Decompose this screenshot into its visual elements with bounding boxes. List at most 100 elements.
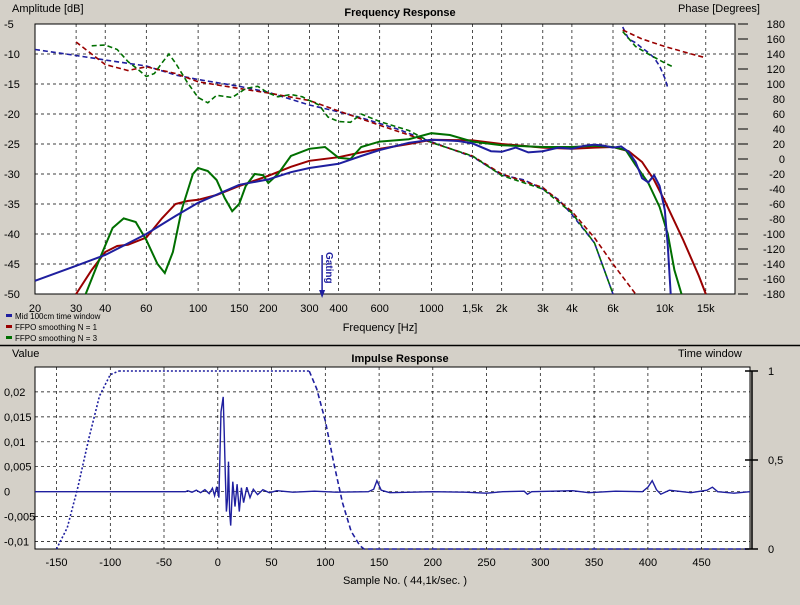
frequency-chart-title: Frequency Response (344, 7, 455, 19)
amplitude-tick-label: -45 (4, 259, 20, 271)
legend-swatch-blue (6, 314, 12, 317)
amplitude-tick-label: -50 (4, 289, 20, 301)
frequency-tick-label: 200 (259, 303, 277, 315)
impulse-series (35, 370, 751, 550)
phase-tick-label: 60 (773, 109, 785, 121)
phase-tick-label: 160 (767, 34, 785, 46)
sample-tick-label: 0 (215, 557, 221, 569)
frequency-tick-label: 30 (70, 303, 82, 315)
amplitude-tick-label: -10 (4, 49, 20, 61)
phase-tick-label: 40 (773, 124, 785, 136)
frequency-tick-label: 1,5k (462, 303, 483, 315)
gating-label: Gating (323, 252, 334, 284)
phase-line-2 (75, 41, 637, 295)
value-tick-label: 0,01 (4, 437, 25, 449)
frequency-series (34, 26, 707, 295)
time-window-axis-label: Time window (678, 348, 742, 360)
frequency-tick-label: 1000 (419, 303, 443, 315)
frequency-axis-label: Frequency [Hz] (343, 322, 418, 334)
impulse-grid (35, 367, 750, 549)
window-tick-label: 1 (768, 366, 774, 378)
frequency-tick-label: 2k (496, 303, 508, 315)
phase-tick-label: 20 (773, 139, 785, 151)
sample-tick-label: 300 (531, 557, 549, 569)
phase-tick-labels: 180 160 140 120 100 80 60 40 20 0 -20 -40 -60 -80 -100… (738, 19, 785, 301)
frequency-tick-label: 300 (300, 303, 318, 315)
gating-marker[interactable]: Gating (319, 252, 334, 298)
amplitude-tick-label: -5 (4, 19, 14, 31)
amplitude-line-1 (34, 138, 672, 295)
sample-tick-label: -50 (156, 557, 172, 569)
phase-tick-label: 140 (767, 49, 785, 61)
window-tick-labels: 10,50 (745, 366, 783, 556)
amplitude-tick-label: -35 (4, 199, 20, 211)
sample-tick-label: 250 (477, 557, 495, 569)
window-tick-label: 0 (768, 544, 774, 556)
value-tick-labels: 0,02 0,015 0,01 0,005 0 -0,005 -0,01 (4, 387, 35, 549)
sample-tick-label: 200 (424, 557, 442, 569)
phase-tick-label: 180 (767, 19, 785, 31)
phase-wrap-line-3 (622, 30, 675, 69)
frequency-tick-label: 10k (656, 303, 674, 315)
frequency-tick-label: 150 (230, 303, 248, 315)
legend-label-red: FFPO smoothing N = 1 (15, 323, 98, 332)
amplitude-axis-label: Amplitude [dB] (12, 3, 84, 15)
value-axis-label: Value (12, 348, 39, 360)
frequency-plot-area[interactable] (34, 23, 736, 295)
amplitude-tick-labels: -5 -10 -15 -20 -25 -30 -35 -40 -45 -50 (4, 19, 20, 301)
frequency-grid (34, 23, 735, 295)
frequency-tick-label: 400 (329, 303, 347, 315)
sample-tick-labels: -150 -100 -50 0 50 100 150 200 250 300 350 400 450 (45, 557, 710, 569)
frequency-tick-label: 600 (371, 303, 389, 315)
sample-tick-label: 450 (692, 557, 710, 569)
phase-tick-label: -20 (769, 169, 785, 181)
phase-axis-label: Phase [Degrees] (678, 3, 760, 15)
legend-swatch-green (6, 336, 12, 339)
time-window-fall (308, 370, 750, 550)
sample-tick-label: 350 (585, 557, 603, 569)
sample-tick-label: 400 (639, 557, 657, 569)
frequency-tick-labels: 20 30 40 60 100 150 200 300 400 600 1000 1,5k 2k 3k 4k… (29, 303, 715, 315)
phase-tick-label: -180 (763, 289, 785, 301)
sample-tick-label: -100 (99, 557, 121, 569)
impulse-plot-area[interactable] (34, 366, 751, 550)
sample-tick-label: 150 (370, 557, 388, 569)
phase-tick-label: -80 (769, 214, 785, 226)
value-tick-label: 0,015 (4, 412, 32, 424)
value-tick-label: 0,02 (4, 387, 25, 399)
frequency-tick-label: 40 (99, 303, 111, 315)
amplitude-tick-label: -40 (4, 229, 20, 241)
frequency-tick-label: 100 (189, 303, 207, 315)
sample-tick-label: 50 (265, 557, 277, 569)
sample-tick-label: -150 (45, 557, 67, 569)
phase-tick-label: 120 (767, 64, 785, 76)
frequency-tick-label: 20 (29, 303, 41, 315)
phase-tick-label: -60 (769, 199, 785, 211)
frequency-response-panel: -5-10-15-20-25-30-35-40-45-50 1801601401… (4, 3, 785, 343)
amplitude-tick-label: -30 (4, 169, 20, 181)
legend-label-green: FFPO smoothing N = 3 (15, 334, 98, 343)
frequency-tick-label: 60 (140, 303, 152, 315)
legend-swatch-red (6, 325, 12, 328)
legend-label-blue: Mid 100cm time window (15, 312, 101, 321)
value-tick-label: -0,01 (4, 537, 29, 549)
impulse-line (35, 396, 751, 526)
phase-tick-label: -120 (763, 244, 785, 256)
value-tick-label: 0,005 (4, 462, 32, 474)
phase-tick-label: -100 (763, 229, 785, 241)
frequency-tick-label: 15k (697, 303, 715, 315)
sample-axis-label: Sample No. ( 44,1k/sec. ) (343, 575, 467, 587)
phase-tick-label: -140 (763, 259, 785, 271)
gating-arrow (319, 290, 326, 298)
sample-tick-label: 100 (316, 557, 334, 569)
value-tick-label: -0,005 (4, 512, 35, 524)
window-tick-label: 0,5 (768, 455, 783, 467)
phase-tick-label: 100 (767, 79, 785, 91)
phase-tick-label: 80 (773, 94, 785, 106)
amplitude-tick-label: -20 (4, 109, 20, 121)
amplitude-tick-label: -15 (4, 79, 20, 91)
frequency-tick-label: 4k (566, 303, 578, 315)
